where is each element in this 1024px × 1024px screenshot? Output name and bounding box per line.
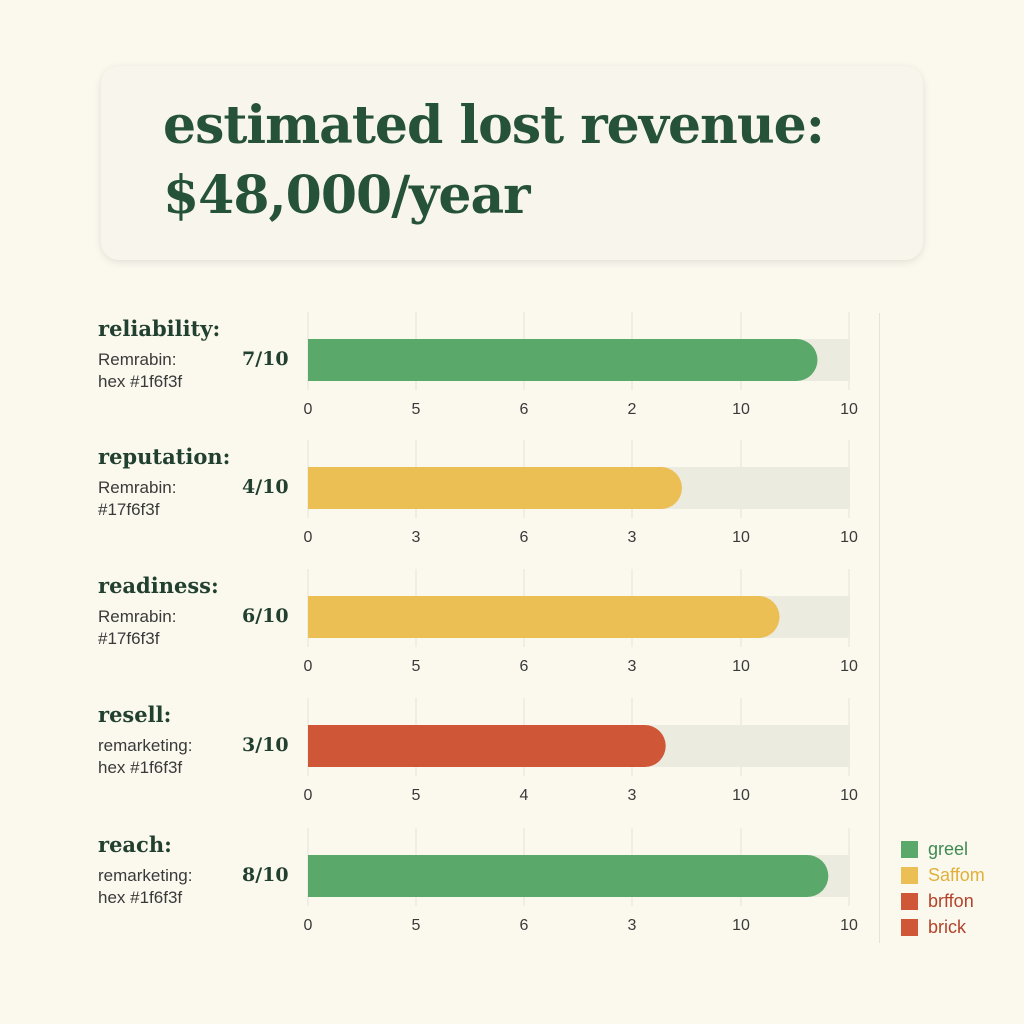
row-title: readiness:: [98, 573, 219, 598]
tick-label: 5: [412, 787, 421, 804]
tick-label: 10: [732, 658, 750, 675]
row-subtitle: Remrabin:: [98, 478, 177, 497]
legend-item: greel: [901, 836, 985, 862]
legend-item: brick: [901, 914, 985, 940]
tick-label: 0: [304, 401, 313, 418]
tick-label: 10: [732, 787, 750, 804]
tick-label: 6: [520, 401, 529, 418]
headline-line-2: $48,000/year: [163, 165, 531, 226]
bar-green: [308, 339, 818, 381]
tick-label: 3: [412, 529, 421, 546]
tick-label: 5: [412, 658, 421, 675]
tick-label: 0: [304, 529, 313, 546]
legend-swatch-brick: [901, 918, 918, 936]
headline-card: [101, 66, 923, 260]
tick-label: 6: [520, 658, 529, 675]
row-title: reach:: [98, 832, 172, 857]
row-title: reputation:: [98, 444, 231, 469]
tick-label: 10: [840, 658, 858, 675]
row-subtitle-2: hex #1f6f3f: [98, 888, 183, 907]
legend-label: greel: [928, 838, 969, 859]
legend-item: brffon: [901, 888, 985, 914]
tick-label: 2: [628, 401, 637, 418]
tick-label: 4: [520, 787, 529, 804]
tick-label: 10: [732, 401, 750, 418]
tick-label: 5: [412, 401, 421, 418]
tick-label: 10: [840, 787, 858, 804]
tick-label: 10: [732, 917, 750, 934]
tick-label: 3: [628, 658, 637, 675]
row-subtitle: Remrabin:: [98, 350, 177, 369]
tick-label: 3: [628, 787, 637, 804]
tick-label: 0: [304, 917, 313, 934]
legend-item: Saffom: [901, 862, 985, 888]
headline-line-1: estimated lost revenue:: [163, 95, 825, 156]
row-subtitle: remarketing:: [98, 736, 193, 755]
row-score: 3/10: [242, 734, 289, 756]
row-score: 8/10: [242, 864, 289, 886]
tick-label: 0: [304, 658, 313, 675]
row-subtitle: remarketing:: [98, 866, 193, 885]
row-subtitle-2: #17f6f3f: [98, 500, 160, 519]
tick-label: 5: [412, 917, 421, 934]
tick-label: 6: [520, 917, 529, 934]
tick-label: 10: [840, 401, 858, 418]
tick-label: 10: [840, 529, 858, 546]
legend-label: brick: [928, 916, 967, 937]
tick-label: 6: [520, 529, 529, 546]
row-score: 7/10: [242, 348, 289, 370]
row-subtitle: Remrabin:: [98, 607, 177, 626]
row-subtitle-2: hex #1f6f3f: [98, 372, 183, 391]
row-title: reliability:: [98, 316, 221, 341]
legend-label: Saffom: [928, 864, 985, 885]
legend: greel Saffom brffon brick: [901, 836, 985, 940]
row-subtitle-2: hex #1f6f3f: [98, 758, 183, 777]
tick-label: 3: [628, 917, 637, 934]
legend-label: brffon: [928, 890, 974, 911]
row-subtitle-2: #17f6f3f: [98, 629, 160, 648]
row-title: resell:: [98, 702, 172, 727]
legend-swatch-saffron: [901, 866, 918, 884]
bar-saffron: [308, 596, 780, 638]
divider-line: [879, 313, 880, 943]
tick-label: 10: [732, 529, 750, 546]
row-score: 6/10: [242, 605, 289, 627]
bar-saffron: [308, 467, 682, 509]
legend-swatch-green: [901, 840, 918, 858]
bar-green: [308, 855, 829, 897]
tick-label: 0: [304, 787, 313, 804]
tick-label: 10: [840, 917, 858, 934]
row-score: 4/10: [242, 476, 289, 498]
tick-label: 3: [628, 529, 637, 546]
legend-swatch-brick: [901, 892, 918, 910]
bar-brick: [308, 725, 666, 767]
